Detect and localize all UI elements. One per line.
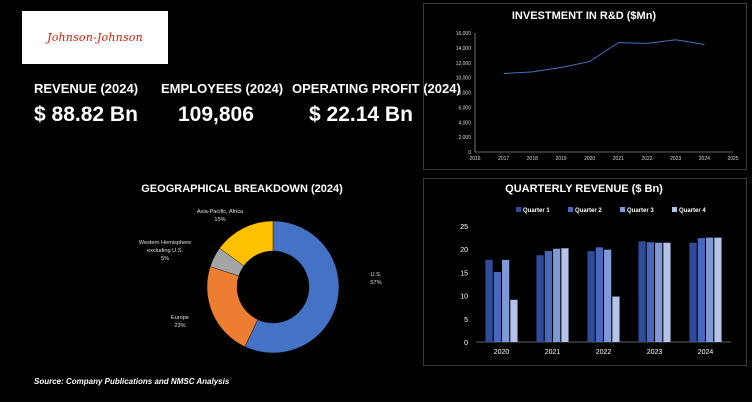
rd-chart-title: INVESTMENT IN R&D ($Mn) (511, 10, 657, 22)
qr-legend-swatch-4 (672, 207, 677, 212)
qr-bar-2 (697, 238, 705, 342)
rd-y-tick-label: 6,000 (458, 105, 471, 111)
rd-y-tick-label: 10,000 (456, 76, 472, 82)
qr-x-tick-label: 2022 (596, 349, 612, 356)
rd-x-tick-label: 2021 (613, 156, 624, 162)
quarterly-chart-panel (423, 178, 747, 366)
qr-legend-label-3: Quarter 3 (627, 208, 654, 214)
qr-bar-1 (689, 242, 697, 342)
rd-chart-panel (423, 3, 747, 170)
geo-label-western: excluding U.S. (147, 248, 184, 254)
qr-bar-4 (663, 242, 671, 342)
qr-bar-2 (646, 242, 654, 342)
qr-bar-1 (638, 241, 646, 342)
qr-x-tick-label: 2020 (494, 349, 510, 356)
rd-x-tick-label: 2022 (641, 156, 652, 162)
quarterly-chart-title: QUARTERLY REVENUE ($ Bn) (505, 183, 663, 195)
rd-y-tick-label: 12,000 (456, 61, 472, 67)
qr-bar-4 (612, 296, 620, 342)
rd-y-tick-label: 14,000 (456, 46, 472, 52)
qr-bar-3 (502, 259, 510, 342)
kpi-revenue-label: REVENUE (2024) (34, 81, 139, 96)
geo-label-western: Western Hemisphere (139, 240, 191, 246)
geo-label-us: U.S. (371, 272, 382, 278)
qr-legend-label-4: Quarter 4 (679, 208, 706, 214)
qr-bar-4 (714, 237, 722, 342)
rd-x-tick-label: 2016 (469, 156, 480, 162)
kpi-revenue-value: $ 88.82 Bn (34, 103, 138, 126)
qr-x-tick-label: 2021 (545, 349, 561, 356)
qr-bar-4 (510, 299, 518, 342)
rd-x-tick-label: 2020 (584, 156, 595, 162)
qr-bar-2 (595, 247, 603, 342)
qr-bar-1 (536, 255, 544, 342)
rd-x-tick-label: 2023 (670, 156, 681, 162)
qr-y-tick-label: 0 (464, 340, 468, 347)
qr-bar-4 (561, 248, 569, 342)
qr-bar-1 (587, 251, 595, 342)
geo-label-asia: 15% (214, 217, 225, 223)
kpi-employees-value: 109,806 (178, 103, 254, 126)
rd-x-tick-label: 2019 (555, 156, 566, 162)
rd-y-tick-label: 4,000 (458, 120, 471, 126)
qr-legend-label-1: Quarter 1 (523, 208, 550, 214)
geo-slice-asia (219, 220, 274, 267)
kpi-operating-profit-label: OPERATING PROFIT (2024) (292, 81, 461, 96)
rd-x-tick-label: 2017 (498, 156, 509, 162)
rd-x-tick-label: 2018 (527, 156, 538, 162)
source-note: Source: Company Publications and NMSC An… (34, 377, 230, 386)
qr-bar-2 (544, 251, 552, 342)
company-logo: Johnson-Johnson (22, 11, 168, 64)
rd-y-tick-label: 8,000 (458, 91, 471, 97)
qr-legend-swatch-2 (568, 207, 573, 212)
qr-y-tick-label: 15 (460, 270, 468, 277)
logo-text: Johnson-Johnson (47, 31, 143, 44)
rd-x-tick-label: 2024 (699, 156, 710, 162)
geo-label-europe: Europe (171, 315, 189, 321)
qr-x-tick-label: 2023 (647, 349, 663, 356)
rd-y-tick-label: 0 (468, 150, 471, 156)
qr-bar-1 (485, 259, 493, 342)
qr-y-tick-label: 10 (460, 294, 468, 301)
qr-bar-3 (553, 248, 561, 342)
qr-y-tick-label: 25 (460, 224, 468, 231)
kpi-employees-label: EMPLOYEES (2024) (161, 81, 284, 96)
qr-y-tick-label: 20 (460, 247, 468, 254)
qr-bar-3 (655, 242, 663, 342)
rd-y-tick-label: 16,000 (456, 31, 472, 37)
qr-bar-2 (493, 271, 501, 342)
qr-legend-label-2: Quarter 2 (575, 208, 602, 214)
geo-label-us: 57% (370, 280, 381, 286)
kpi-operating-profit-value: $ 22.14 Bn (309, 103, 413, 126)
geo-label-asia: Asia-Pacific, Africa (197, 209, 244, 215)
qr-legend-swatch-3 (620, 207, 625, 212)
rd-series-line (503, 39, 705, 75)
rd-x-tick-label: 2025 (727, 156, 738, 162)
rd-y-tick-label: 2,000 (458, 135, 471, 141)
qr-legend-swatch-1 (516, 207, 521, 212)
qr-y-tick-label: 5 (464, 317, 468, 324)
geo-chart-title: GEOGRAPHICAL BREAKDOWN (2024) (141, 183, 343, 195)
geo-label-europe: 23% (174, 323, 185, 329)
qr-bar-3 (706, 237, 714, 342)
qr-bar-3 (604, 249, 612, 342)
geo-label-western: 5% (161, 256, 169, 262)
qr-x-tick-label: 2024 (698, 349, 714, 356)
